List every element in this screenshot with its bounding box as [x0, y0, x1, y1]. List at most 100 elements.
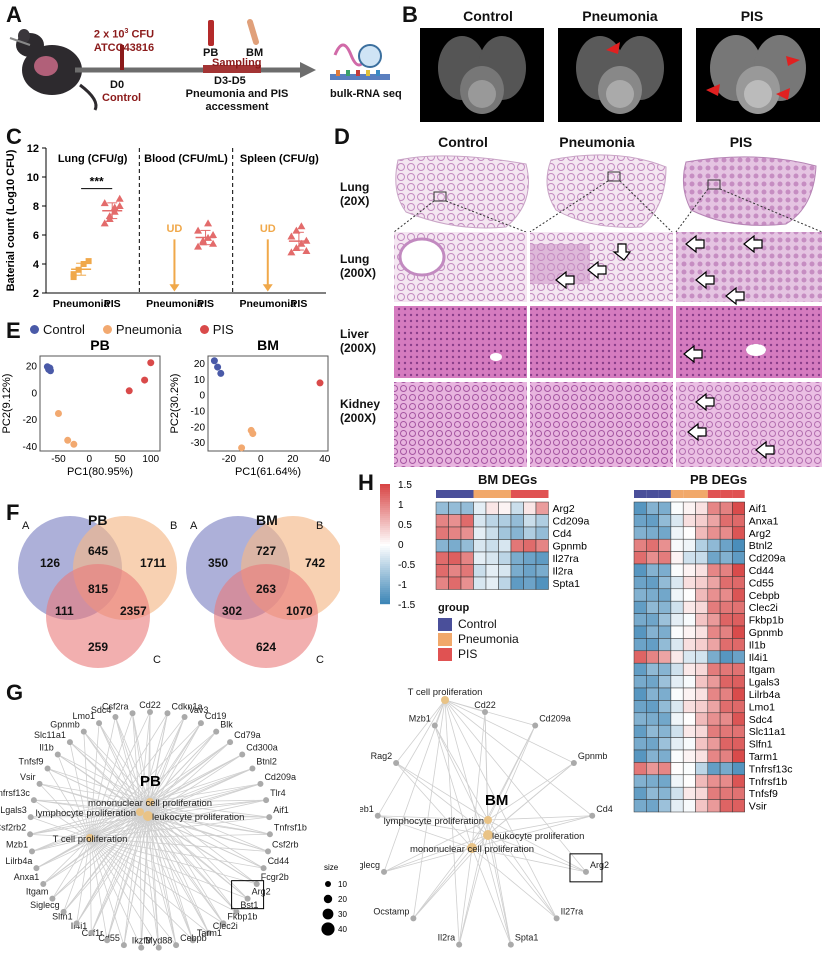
network-edge	[484, 711, 489, 836]
heat-cell	[510, 576, 524, 590]
network-edge	[139, 811, 270, 835]
gene-node	[374, 812, 381, 819]
group-annotation	[448, 490, 461, 498]
colorbar-segment	[380, 588, 390, 591]
network-edge	[57, 754, 149, 817]
venn-pb-n2: 645	[88, 544, 109, 558]
gene-label: Tlr4	[270, 788, 286, 798]
colorbar-segment	[380, 508, 390, 511]
d0-label: D0	[110, 79, 125, 91]
y-tick-label: -30	[191, 438, 206, 449]
heat-cell	[448, 564, 462, 578]
gene-node	[189, 937, 196, 944]
gene-label: Il2ra	[438, 933, 456, 943]
network-edge	[52, 815, 149, 899]
heat-cell	[707, 712, 721, 726]
bm-gene-label: Spta1	[553, 578, 581, 590]
heat-cell	[646, 501, 659, 515]
assessment-line2: accessment	[205, 101, 269, 113]
gene-node	[393, 759, 400, 766]
heat-cell	[732, 662, 745, 676]
histo-row-lung20: Lung (20X)	[340, 180, 370, 208]
x-tick-label: PIS	[197, 298, 214, 310]
sequencing-icon	[330, 43, 390, 80]
gene-node	[66, 739, 73, 746]
data-point	[209, 231, 218, 238]
gene-node	[49, 895, 56, 902]
heat-cell	[732, 712, 745, 726]
heat-cell	[633, 501, 647, 515]
heat-cell	[658, 600, 672, 614]
heat-cell	[658, 650, 672, 664]
pca-point	[249, 430, 257, 438]
heat-cell	[670, 613, 684, 627]
data-point	[100, 219, 109, 227]
histology-images	[393, 154, 823, 467]
network-edge	[89, 713, 168, 839]
colorbar-segment	[380, 556, 390, 559]
network-edge	[434, 725, 489, 836]
network-edge	[444, 699, 593, 817]
data-point	[287, 232, 296, 240]
histo-row-lung200: Lung (200X)	[340, 252, 377, 280]
heat-cell	[535, 514, 549, 528]
group-annotation	[486, 490, 499, 498]
heat-cell	[658, 551, 672, 565]
heat-cell	[646, 588, 659, 602]
heat-cell	[732, 749, 745, 763]
colorbar-segment	[380, 586, 390, 589]
heat-cell	[510, 539, 524, 553]
gene-node	[213, 728, 220, 735]
network-edge	[149, 801, 177, 946]
x-tick-label: 40	[319, 454, 331, 465]
pb-gene-label: Itgam	[749, 664, 776, 676]
x-tick-label: PIS	[290, 298, 307, 310]
network-edge	[458, 834, 489, 945]
heat-cell	[682, 737, 696, 751]
gene-node	[80, 728, 87, 735]
network-edge	[377, 699, 446, 816]
term-node	[136, 808, 144, 816]
heat-cell	[646, 514, 659, 528]
heat-cell	[682, 551, 696, 565]
pb-gene-label: Tarm1	[749, 751, 778, 763]
colorbar-segment	[380, 488, 390, 491]
heat-cell	[719, 662, 733, 676]
colorbar-segment	[380, 540, 390, 543]
ud-label: UD	[166, 223, 182, 235]
group-legend-swatch	[438, 648, 452, 661]
size-legend-dot	[325, 881, 331, 887]
gene-node	[44, 765, 51, 772]
gene-label: Cebpb	[180, 933, 207, 943]
data-point	[194, 242, 203, 250]
group-annotation	[732, 490, 745, 498]
y-tick-label: -40	[23, 442, 38, 453]
heat-cell	[719, 538, 733, 552]
size-legend-label: 10	[338, 880, 347, 889]
heat-cell	[658, 501, 672, 515]
heat-cell	[670, 538, 684, 552]
heat-cell	[682, 700, 696, 714]
network-edge	[132, 713, 141, 813]
network-edge	[139, 811, 177, 946]
bm-gene-label: Gpnmb	[553, 541, 588, 553]
heat-cell	[719, 600, 733, 614]
heat-cell	[460, 539, 474, 553]
bacterial-count-chart: 2 4 6 8 10 12 Baterial count (Log10 CFU) Lung (…	[5, 143, 326, 310]
heat-cell	[719, 786, 733, 800]
network-edge	[30, 816, 91, 839]
heat-cell	[707, 538, 721, 552]
heat-cell	[633, 514, 647, 528]
bm-gene-label: Cd209a	[553, 516, 590, 528]
heat-cell	[633, 551, 647, 565]
ud-arrowhead	[169, 284, 180, 292]
heat-cell	[719, 675, 733, 689]
heat-cell	[670, 774, 684, 788]
heat-cell	[658, 675, 672, 689]
gene-node	[112, 714, 119, 721]
venn-bm-a: A	[190, 520, 198, 532]
colorbar-label: -0.5	[398, 560, 416, 571]
pb-gene-label: Lgals3	[749, 677, 780, 689]
pb-gene-label: Clec2i	[749, 602, 778, 614]
heat-cell	[732, 638, 745, 652]
